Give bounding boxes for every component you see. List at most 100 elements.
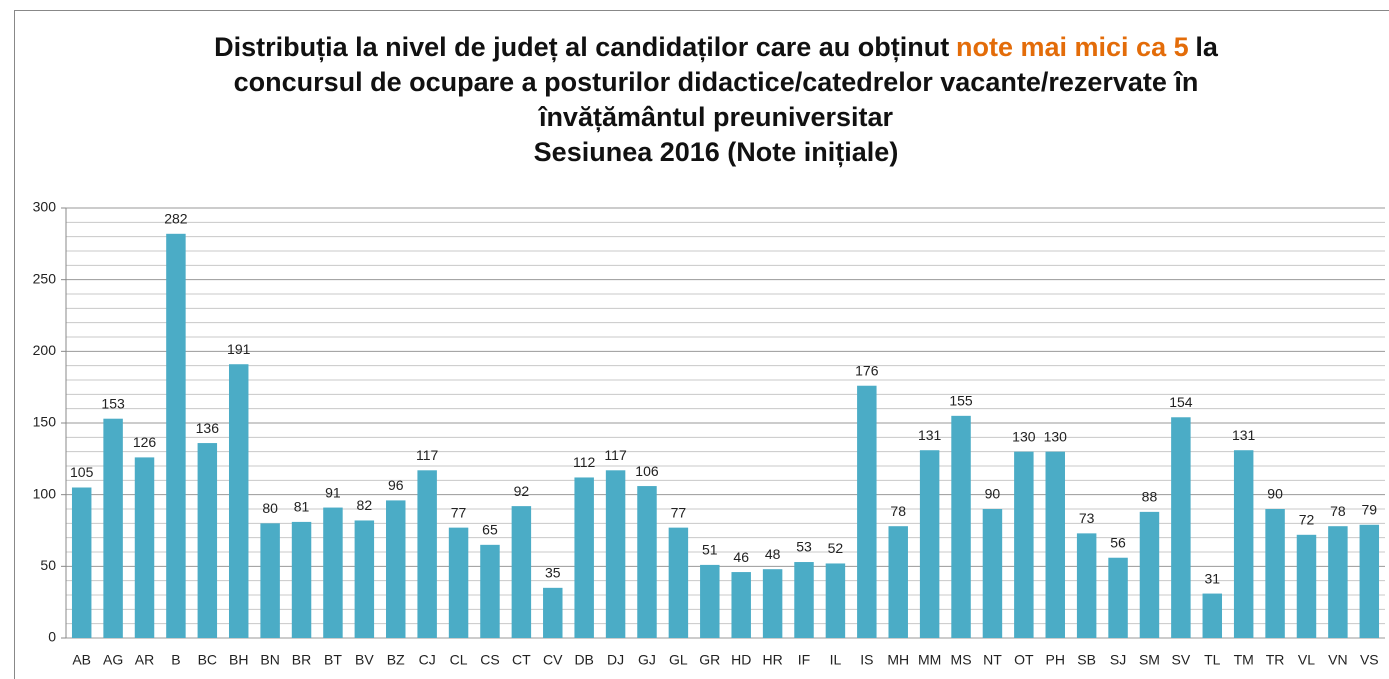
bar <box>731 572 751 638</box>
bar <box>794 562 814 638</box>
x-tick-label: MM <box>918 652 941 668</box>
bar <box>480 544 500 638</box>
data-label: 91 <box>325 484 341 500</box>
bar <box>260 523 280 638</box>
x-tick-label: TM <box>1234 652 1254 668</box>
data-label: 106 <box>635 463 659 479</box>
data-label: 31 <box>1204 570 1220 586</box>
bar <box>1076 533 1097 638</box>
data-label: 105 <box>70 464 94 480</box>
data-label: 82 <box>357 497 373 513</box>
x-tick-label: SB <box>1077 652 1096 668</box>
y-tick-label: 200 <box>33 342 57 358</box>
x-tick-label: DJ <box>607 652 624 668</box>
x-tick-label: NT <box>983 652 1002 668</box>
data-label: 48 <box>765 546 781 562</box>
bar <box>700 564 720 638</box>
bar <box>857 385 877 638</box>
bar <box>103 418 123 638</box>
bar <box>668 527 689 638</box>
y-tick-label: 0 <box>48 629 56 645</box>
x-tick-label: SJ <box>1110 652 1126 668</box>
x-tick-label: MH <box>887 652 909 668</box>
bar <box>1045 451 1065 638</box>
data-label: 51 <box>702 542 718 558</box>
data-label: 78 <box>890 503 906 519</box>
x-tick-label: VN <box>1328 652 1347 668</box>
data-label: 80 <box>262 500 278 516</box>
x-tick-label: TL <box>1204 652 1221 668</box>
x-tick-label: CV <box>543 652 563 668</box>
x-tick-label: SV <box>1172 652 1191 668</box>
x-tick-label: GL <box>669 652 688 668</box>
x-tick-label: BZ <box>387 652 405 668</box>
data-label: 65 <box>482 522 498 538</box>
y-tick-label: 50 <box>40 557 56 573</box>
y-tick-label: 150 <box>33 414 57 430</box>
x-tick-label: HD <box>731 652 751 668</box>
x-tick-label: OT <box>1014 652 1034 668</box>
x-tick-label: GJ <box>638 652 656 668</box>
x-tick-label: IL <box>830 652 842 668</box>
bar <box>1139 511 1160 638</box>
data-label: 117 <box>604 447 627 463</box>
bar <box>825 563 846 638</box>
data-label: 88 <box>1142 489 1158 505</box>
data-label: 136 <box>196 420 220 436</box>
bar <box>762 569 783 638</box>
data-label: 78 <box>1330 503 1346 519</box>
data-label: 131 <box>918 427 942 443</box>
x-tick-label: AB <box>72 652 91 668</box>
bar <box>574 477 594 638</box>
x-tick-label: IF <box>798 652 810 668</box>
data-label: 92 <box>514 483 530 499</box>
bar <box>1265 509 1285 638</box>
x-tick-label: BR <box>292 652 311 668</box>
bar <box>354 520 375 638</box>
bar <box>1359 524 1380 638</box>
x-tick-label: CS <box>480 652 499 668</box>
title-part: la concursul de ocupare a posturilor did… <box>233 32 1218 132</box>
bar <box>511 506 532 638</box>
bar <box>1296 534 1317 638</box>
x-tick-label: CL <box>450 652 468 668</box>
data-label: 155 <box>949 393 973 409</box>
x-tick-label: BC <box>198 652 217 668</box>
data-label: 96 <box>388 477 404 493</box>
data-label: 282 <box>164 211 188 227</box>
data-label: 130 <box>1012 428 1036 444</box>
y-tick-label: 250 <box>33 270 57 286</box>
data-label: 77 <box>451 504 467 520</box>
title-highlight: note mai mici ca 5 <box>956 32 1189 62</box>
bar <box>134 457 155 638</box>
bar <box>71 487 92 638</box>
x-tick-label: B <box>171 652 180 668</box>
x-tick-label: BT <box>324 652 342 668</box>
bar <box>605 470 626 638</box>
bar <box>919 450 940 638</box>
data-label: 130 <box>1044 428 1068 444</box>
data-label: 90 <box>985 486 1001 502</box>
x-tick-label: HR <box>762 652 782 668</box>
bar <box>1202 593 1223 638</box>
x-tick-label: CJ <box>419 652 436 668</box>
bar <box>1108 557 1128 638</box>
bar <box>1328 526 1348 638</box>
x-tick-label: IS <box>860 652 873 668</box>
bar <box>888 526 908 638</box>
data-label: 52 <box>828 540 844 556</box>
data-label: 90 <box>1267 486 1283 502</box>
x-tick-label: VL <box>1298 652 1315 668</box>
x-tick-label: BN <box>260 652 279 668</box>
data-label: 77 <box>671 504 687 520</box>
data-label: 72 <box>1299 512 1315 528</box>
title-part: Distribuția la nivel de județ al candida… <box>214 32 950 62</box>
bar <box>448 527 469 638</box>
bar <box>228 364 249 638</box>
x-tick-label: GR <box>699 652 720 668</box>
data-label: 176 <box>855 362 879 378</box>
chart-subtitle: Sesiunea 2016 (Note inițiale) <box>533 137 899 167</box>
bar <box>1014 451 1034 638</box>
data-label: 56 <box>1110 534 1126 550</box>
